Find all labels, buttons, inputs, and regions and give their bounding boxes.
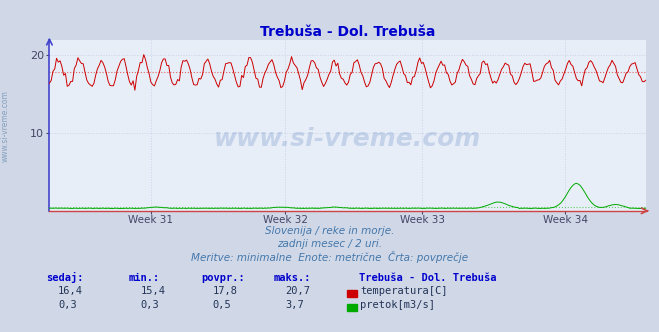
Text: povpr.:: povpr.: — [201, 273, 244, 283]
Text: min.:: min.: — [129, 273, 159, 283]
Text: sedaj:: sedaj: — [46, 272, 84, 283]
Text: Meritve: minimalne  Enote: metrične  Črta: povprečje: Meritve: minimalne Enote: metrične Črta:… — [191, 251, 468, 263]
Text: pretok[m3/s]: pretok[m3/s] — [360, 300, 436, 310]
Text: 17,8: 17,8 — [213, 286, 238, 296]
Text: Trebuša - Dol. Trebuša: Trebuša - Dol. Trebuša — [359, 273, 497, 283]
Text: www.si-vreme.com: www.si-vreme.com — [214, 127, 481, 151]
Text: www.si-vreme.com: www.si-vreme.com — [1, 90, 10, 162]
Text: 0,3: 0,3 — [58, 300, 76, 310]
Text: 0,5: 0,5 — [213, 300, 231, 310]
Title: Trebuša - Dol. Trebuša: Trebuša - Dol. Trebuša — [260, 25, 436, 39]
Text: temperatura[C]: temperatura[C] — [360, 286, 448, 296]
Text: Slovenija / reke in morje.: Slovenija / reke in morje. — [265, 226, 394, 236]
Text: 15,4: 15,4 — [140, 286, 165, 296]
Text: 3,7: 3,7 — [285, 300, 304, 310]
Text: 16,4: 16,4 — [58, 286, 83, 296]
Text: zadnji mesec / 2 uri.: zadnji mesec / 2 uri. — [277, 239, 382, 249]
Text: 0,3: 0,3 — [140, 300, 159, 310]
Text: 20,7: 20,7 — [285, 286, 310, 296]
Text: maks.:: maks.: — [273, 273, 311, 283]
